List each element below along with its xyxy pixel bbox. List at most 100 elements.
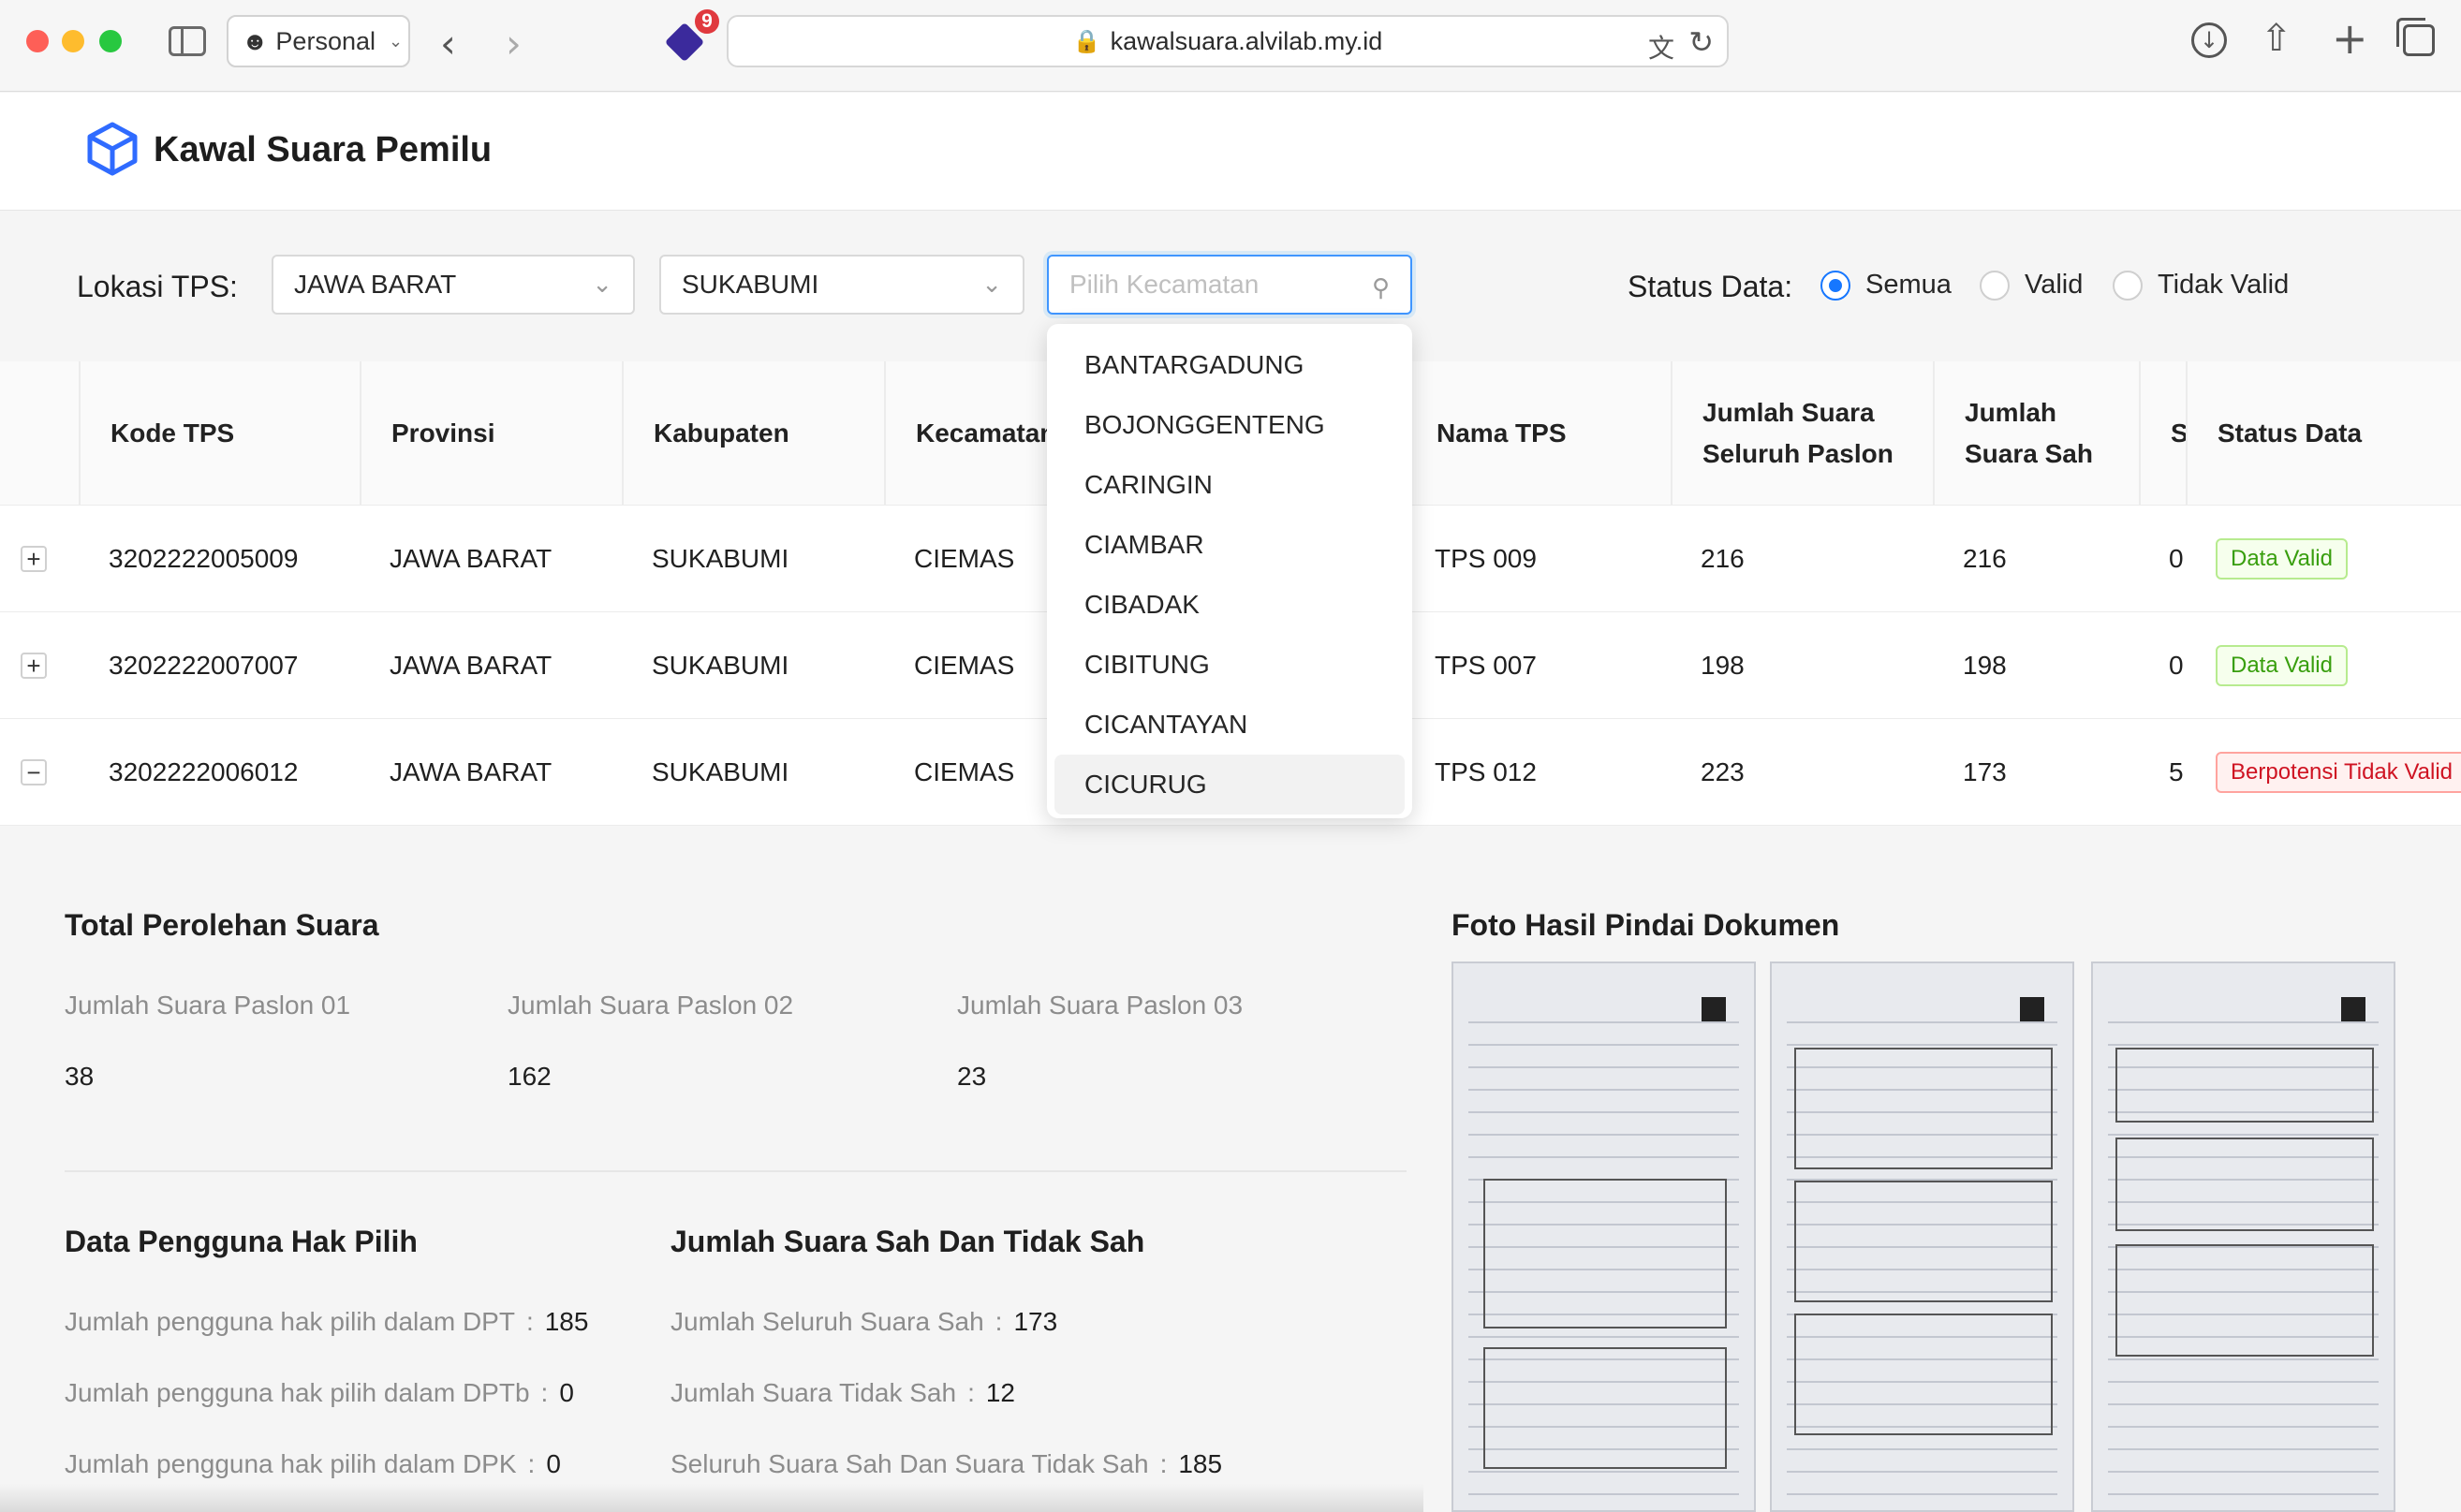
cell-jumlah-seluruh: 198 [1701, 651, 1745, 680]
header-jumlah-seluruh[interactable]: Jumlah Suara Seluruh Paslon [1671, 361, 1933, 506]
app-title: Kawal Suara Pemilu [154, 130, 493, 169]
extension-button[interactable]: 9 [664, 7, 721, 63]
chevron-down-icon: ⌄ [389, 31, 404, 51]
dropdown-option[interactable]: CICANTAYAN [1084, 710, 1248, 739]
browser-toolbar: ☻ Personal ⌄ ‹ › 9 🔒 kawalsuara.alvilab.… [0, 0, 2461, 92]
province-value: JAWA BARAT [294, 270, 457, 299]
status-label: Status Data: [1628, 270, 1793, 303]
radio-label: Semua [1865, 270, 1952, 300]
photos-title: Foto Hasil Pindai Dokumen [1452, 908, 1840, 942]
dropdown-option-highlighted[interactable]: CICURUG [1054, 755, 1405, 815]
cell-kecamatan: CIEMAS [914, 651, 1015, 680]
status-badge: Data Valid [2216, 538, 2348, 580]
kabupaten-select[interactable]: SUKABUMI ⌄ [659, 255, 1024, 315]
scanned-document-image[interactable] [1770, 962, 2074, 1512]
expand-row-icon[interactable]: + [21, 546, 47, 572]
kecamatan-dropdown: BANTARGADUNG BOJONGGENTENG CARINGIN CIAM… [1047, 324, 1412, 818]
tab-overview-icon[interactable] [2396, 18, 2435, 56]
dpt-row: Jumlah pengguna hak pilih dalam DPT: 185 [65, 1307, 589, 1336]
new-tab-icon[interactable]: + [2332, 13, 2368, 64]
minimize-window-button[interactable] [62, 30, 84, 52]
header-kabupaten[interactable]: Kabupaten [622, 361, 884, 506]
translate-icon[interactable]: 文 [1647, 34, 1674, 63]
cell-kode: 3202222005009 [109, 544, 299, 573]
dropdown-option[interactable]: CIBADAK [1084, 590, 1200, 619]
close-window-button[interactable] [26, 30, 49, 52]
cell-kabupaten: SUKABUMI [652, 544, 789, 573]
zoom-window-button[interactable] [99, 30, 122, 52]
location-label: Lokasi TPS: [77, 270, 238, 303]
download-icon[interactable]: ↓ [2191, 22, 2227, 58]
header-status-data[interactable]: Status Data [2186, 361, 2461, 506]
suara-sah-row: Jumlah Seluruh Suara Sah: 173 [671, 1307, 1058, 1336]
paslon-02-label: Jumlah Suara Paslon 02 [508, 991, 794, 1020]
paslon-01-label: Jumlah Suara Paslon 01 [65, 991, 351, 1020]
cell-kecamatan: CIEMAS [914, 757, 1015, 786]
paslon-02-value: 162 [508, 1062, 552, 1091]
back-arrow-icon[interactable]: ‹ [440, 21, 456, 66]
cell-kecamatan: CIEMAS [914, 544, 1015, 573]
scanned-document-image[interactable] [2091, 962, 2395, 1512]
cell-kode: 3202222006012 [109, 757, 299, 786]
share-icon[interactable]: ⇧ [2261, 17, 2292, 60]
address-bar[interactable]: 🔒 kawalsuara.alvilab.my.id 文 ↻ [727, 15, 1729, 67]
expand-row-icon[interactable]: + [21, 653, 47, 679]
scroll-shadow [0, 1484, 1423, 1512]
cube-logo-icon [87, 122, 138, 176]
dpk-row: Jumlah pengguna hak pilih dalam DPK: 0 [65, 1449, 561, 1478]
dropdown-option[interactable]: CARINGIN [1084, 470, 1213, 499]
profile-switcher[interactable]: ☻ Personal ⌄ [227, 15, 410, 67]
dropdown-option[interactable]: BANTARGADUNG [1084, 350, 1304, 379]
status-radio-valid[interactable]: Valid [1980, 270, 2083, 301]
forward-arrow-icon[interactable]: › [506, 21, 522, 66]
header-kecamatan[interactable]: Kecamatan [884, 361, 1146, 506]
cell-nama: TPS 012 [1435, 757, 1537, 786]
kecamatan-placeholder: Pilih Kecamatan [1069, 270, 1260, 299]
suara-sah-label: Jumlah Seluruh Suara Sah [671, 1307, 984, 1336]
status-radio-tidak-valid[interactable]: Tidak Valid [2113, 270, 2289, 301]
sidebar-toggle-icon[interactable] [169, 26, 206, 56]
paslon-01-value: 38 [65, 1062, 95, 1091]
status-badge: Data Valid [2216, 645, 2348, 686]
url-text: kawalsuara.alvilab.my.id [1110, 26, 1383, 55]
cell-nama: TPS 009 [1435, 544, 1537, 573]
dptb-row: Jumlah pengguna hak pilih dalam DPTb: 0 [65, 1378, 574, 1407]
cell-jumlah-sah: 216 [1963, 544, 2007, 573]
kabupaten-value: SUKABUMI [682, 270, 819, 299]
status-radio-semua[interactable]: Semua [1820, 270, 1952, 301]
radio-empty-icon [1980, 270, 2010, 301]
total-suara-title: Total Perolehan Suara [65, 908, 379, 942]
suara-total-row: Seluruh Suara Sah Dan Suara Tidak Sah: 1… [671, 1449, 1223, 1478]
province-select[interactable]: JAWA BARAT ⌄ [272, 255, 635, 315]
header-s[interactable]: S [2139, 361, 2186, 506]
header-jumlah-sah[interactable]: Jumlah Suara Sah [1933, 361, 2139, 506]
dropdown-option[interactable]: CIBITUNG [1084, 650, 1210, 679]
dropdown-option[interactable]: CIAMBAR [1084, 530, 1204, 559]
cell-jumlah-sah: 198 [1963, 651, 2007, 680]
search-icon: ⚲ [1371, 273, 1390, 301]
person-icon: ☻ [242, 26, 269, 55]
collapse-row-icon[interactable]: − [21, 759, 47, 785]
profile-label: Personal [275, 26, 376, 55]
kecamatan-select[interactable]: Pilih Kecamatan ⚲ [1047, 255, 1412, 315]
dropdown-option[interactable]: BOJONGGENTENG [1084, 410, 1325, 439]
dpk-label: Jumlah pengguna hak pilih dalam DPK [65, 1449, 517, 1478]
dptb-label: Jumlah pengguna hak pilih dalam DPTb [65, 1378, 530, 1407]
chevron-down-icon: ⌄ [592, 270, 612, 298]
reload-icon[interactable]: ↻ [1688, 25, 1714, 59]
header-nama-tps[interactable]: Nama TPS [1405, 361, 1671, 506]
scanned-document-image[interactable] [1452, 962, 1756, 1512]
cell-s: 5 [2169, 757, 2184, 786]
cell-s: 0 [2169, 651, 2184, 680]
hak-pilih-title: Data Pengguna Hak Pilih [65, 1225, 418, 1258]
radio-label: Valid [2025, 270, 2084, 300]
suara-sah-value: 173 [1013, 1307, 1058, 1336]
suara-tidak-sah-row: Jumlah Suara Tidak Sah: 12 [671, 1378, 1015, 1407]
suara-total-label: Seluruh Suara Sah Dan Suara Tidak Sah [671, 1449, 1149, 1478]
header-provinsi[interactable]: Provinsi [360, 361, 622, 506]
app-header: Kawal Suara Pemilu [0, 93, 2461, 211]
header-kode-tps[interactable]: Kode TPS [79, 361, 360, 506]
cell-nama: TPS 007 [1435, 651, 1537, 680]
cell-jumlah-seluruh: 216 [1701, 544, 1745, 573]
cell-jumlah-sah: 173 [1963, 757, 2007, 786]
